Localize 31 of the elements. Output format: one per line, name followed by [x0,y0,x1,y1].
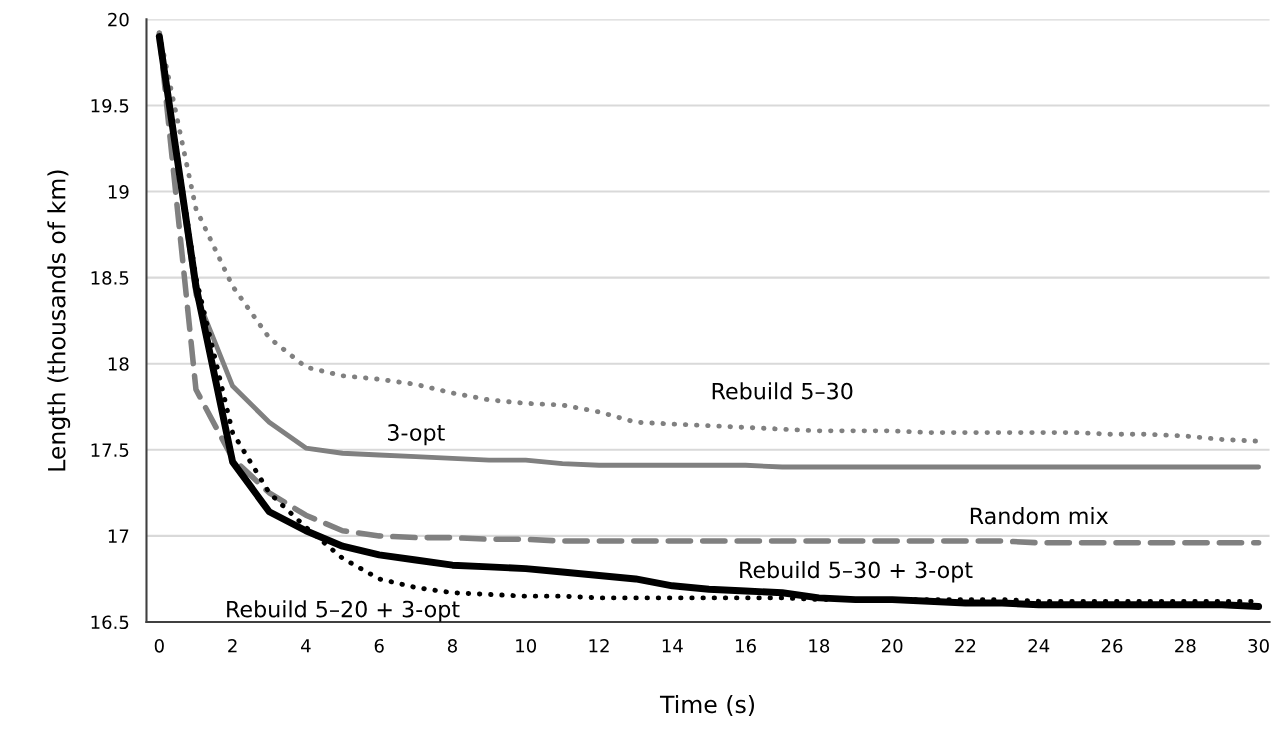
y-tick-label: 18 [108,357,129,371]
x-tick-label: 10 [516,638,537,653]
x-tick-label: 0 [154,638,164,653]
x-tick-label: 22 [955,638,976,653]
x-tick-label: 30 [1248,638,1269,653]
x-tick-label: 12 [589,638,609,653]
y-tick-label: 17 [108,529,129,543]
x-tick-label: 14 [662,639,683,653]
x-tick-label: 6 [374,638,384,653]
y-tick-label: 19.5 [91,98,129,113]
y-tick-label: 17.5 [91,443,129,457]
y-tick-label: 18.5 [91,271,129,285]
series-label: 3-opt [388,424,445,446]
y-axis-title: Length (thousands of km) [47,170,71,471]
series-label: Rebuild 5–20 + 3-opt [227,600,460,622]
x-tick-label: 8 [447,638,457,653]
y-tick-label: 19 [108,184,129,199]
x-axis-title: Time (s) [659,695,755,717]
series-label: Random mix [970,507,1109,525]
x-tick-label: 20 [882,638,903,653]
x-tick-label: 24 [1028,638,1050,653]
series-label: Rebuild 5–30 + 3-opt [740,561,973,583]
y-tick-label: 20 [108,12,129,27]
x-tick-label: 26 [1101,638,1123,653]
x-tick-label: 2 [228,638,237,653]
x-tick-label: 16 [736,638,756,653]
y-tick-label: 16.5 [91,615,129,630]
x-tick-label: 28 [1175,638,1196,653]
x-tick-label: 4 [301,639,311,653]
x-tick-label: 18 [809,638,830,653]
series-label: Rebuild 5–30 [712,382,853,400]
